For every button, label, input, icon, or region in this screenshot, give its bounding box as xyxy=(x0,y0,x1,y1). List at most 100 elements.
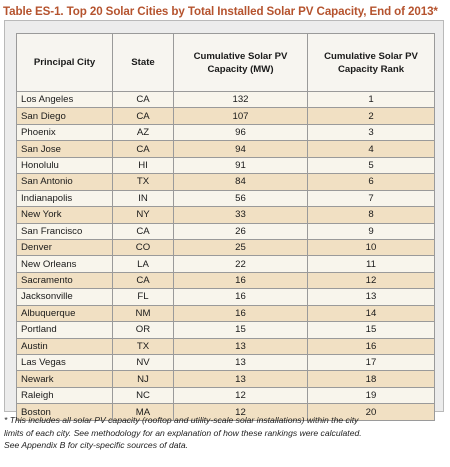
table-row: Jacksonville FL 16 13 xyxy=(16,288,435,306)
cell-city: San Diego xyxy=(16,107,113,125)
table-row: Honolulu HI 91 5 xyxy=(16,156,435,175)
table-row: Phoenix AZ 96 3 xyxy=(16,123,435,142)
table-row: Raleigh NC 12 19 xyxy=(16,386,435,405)
header-state: State xyxy=(112,33,174,92)
cell-state: CA xyxy=(112,107,174,125)
cell-city: San Jose xyxy=(16,140,113,158)
cell-rank: 8 xyxy=(307,206,435,224)
cell-state: LA xyxy=(112,255,174,273)
footnote: * This includes all solar PV capacity (r… xyxy=(4,414,450,452)
table-row: Los Angeles CA 132 1 xyxy=(16,90,435,109)
table-row: Denver CO 25 10 xyxy=(16,238,435,257)
cell-rank: 1 xyxy=(307,90,435,109)
cell-capacity: 56 xyxy=(173,189,308,208)
cell-capacity: 12 xyxy=(173,403,308,421)
header-principal-city: Principal City xyxy=(16,33,113,92)
cell-state: NM xyxy=(112,304,174,323)
cell-state: CA xyxy=(112,140,174,158)
cell-city: Albuquerque xyxy=(16,304,113,323)
cell-city: Phoenix xyxy=(16,123,113,142)
cell-capacity: 12 xyxy=(173,386,308,405)
cell-rank: 16 xyxy=(307,337,435,356)
cell-city: Newark xyxy=(16,370,113,388)
solar-cities-table: Principal City State Cumulative Solar PV… xyxy=(16,33,435,421)
cell-rank: 5 xyxy=(307,156,435,175)
cell-capacity: 84 xyxy=(173,173,308,191)
table-header-row: Principal City State Cumulative Solar PV… xyxy=(16,33,435,92)
cell-capacity: 15 xyxy=(173,321,308,339)
cell-city: Austin xyxy=(16,337,113,356)
footnote-line-2: limits of each city. See methodology for… xyxy=(4,427,362,438)
cell-state: OR xyxy=(112,321,174,339)
table-row: San Antonio TX 84 6 xyxy=(16,173,435,191)
cell-rank: 11 xyxy=(307,255,435,273)
cell-city: Boston xyxy=(16,403,113,421)
cell-rank: 19 xyxy=(307,386,435,405)
cell-state: TX xyxy=(112,173,174,191)
table-row: New York NY 33 8 xyxy=(16,206,435,224)
table-row: Sacramento CA 16 12 xyxy=(16,271,435,290)
cell-rank: 9 xyxy=(307,222,435,240)
cell-rank: 4 xyxy=(307,140,435,158)
table-row: San Francisco CA 26 9 xyxy=(16,222,435,240)
table-row: Newark NJ 13 18 xyxy=(16,370,435,388)
footnote-line-3: See Appendix B for city-specific sources… xyxy=(4,440,189,451)
cell-capacity: 132 xyxy=(173,90,308,109)
cell-capacity: 16 xyxy=(173,304,308,323)
cell-capacity: 94 xyxy=(173,140,308,158)
table-row: Albuquerque NM 16 14 xyxy=(16,304,435,323)
cell-capacity: 13 xyxy=(173,337,308,356)
cell-city: San Francisco xyxy=(16,222,113,240)
cell-city: Honolulu xyxy=(16,156,113,175)
cell-state: NY xyxy=(112,206,174,224)
cell-state: NV xyxy=(112,353,174,372)
cell-state: AZ xyxy=(112,123,174,142)
cell-city: Indianapolis xyxy=(16,189,113,208)
cell-capacity: 16 xyxy=(173,288,308,306)
cell-city: Denver xyxy=(16,238,113,257)
cell-capacity: 13 xyxy=(173,353,308,372)
table-row: Boston MA 12 20 xyxy=(16,403,435,421)
header-capacity: Cumulative Solar PV Capacity (MW) xyxy=(173,33,308,92)
cell-city: Los Angeles xyxy=(16,90,113,109)
cell-capacity: 33 xyxy=(173,206,308,224)
cell-capacity: 91 xyxy=(173,156,308,175)
cell-city: Portland xyxy=(16,321,113,339)
header-rank: Cumulative Solar PV Capacity Rank xyxy=(307,33,435,92)
cell-rank: 14 xyxy=(307,304,435,323)
cell-rank: 2 xyxy=(307,107,435,125)
cell-city: San Antonio xyxy=(16,173,113,191)
cell-rank: 18 xyxy=(307,370,435,388)
table-row: San Diego CA 107 2 xyxy=(16,107,435,125)
cell-city: Sacramento xyxy=(16,271,113,290)
cell-state: HI xyxy=(112,156,174,175)
cell-rank: 20 xyxy=(307,403,435,421)
table-body: Los Angeles CA 132 1 San Diego CA 107 2 Phoenix A… xyxy=(16,90,435,421)
table-row: Austin TX 13 16 xyxy=(16,337,435,356)
cell-city: Jacksonville xyxy=(16,288,113,306)
cell-rank: 7 xyxy=(307,189,435,208)
cell-capacity: 107 xyxy=(173,107,308,125)
table-row: New Orleans LA 22 11 xyxy=(16,255,435,273)
table-row: Indianapolis IN 56 7 xyxy=(16,189,435,208)
cell-capacity: 96 xyxy=(173,123,308,142)
cell-state: CA xyxy=(112,271,174,290)
cell-capacity: 16 xyxy=(173,271,308,290)
table-title: Table ES-1. Top 20 Solar Cities by Total… xyxy=(3,5,438,18)
cell-capacity: 25 xyxy=(173,238,308,257)
table-row: San Jose CA 94 4 xyxy=(16,140,435,158)
cell-state: IN xyxy=(112,189,174,208)
table-panel: Principal City State Cumulative Solar PV… xyxy=(4,20,444,421)
cell-rank: 13 xyxy=(307,288,435,306)
cell-state: NJ xyxy=(112,370,174,388)
cell-city: Raleigh xyxy=(16,386,113,405)
cell-capacity: 13 xyxy=(173,370,308,388)
cell-rank: 3 xyxy=(307,123,435,142)
cell-state: FL xyxy=(112,288,174,306)
cell-state: CA xyxy=(112,90,174,109)
cell-city: Las Vegas xyxy=(16,353,113,372)
table-row: Las Vegas NV 13 17 xyxy=(16,353,435,372)
cell-state: TX xyxy=(112,337,174,356)
cell-state: MA xyxy=(112,403,174,421)
cell-city: New Orleans xyxy=(16,255,113,273)
